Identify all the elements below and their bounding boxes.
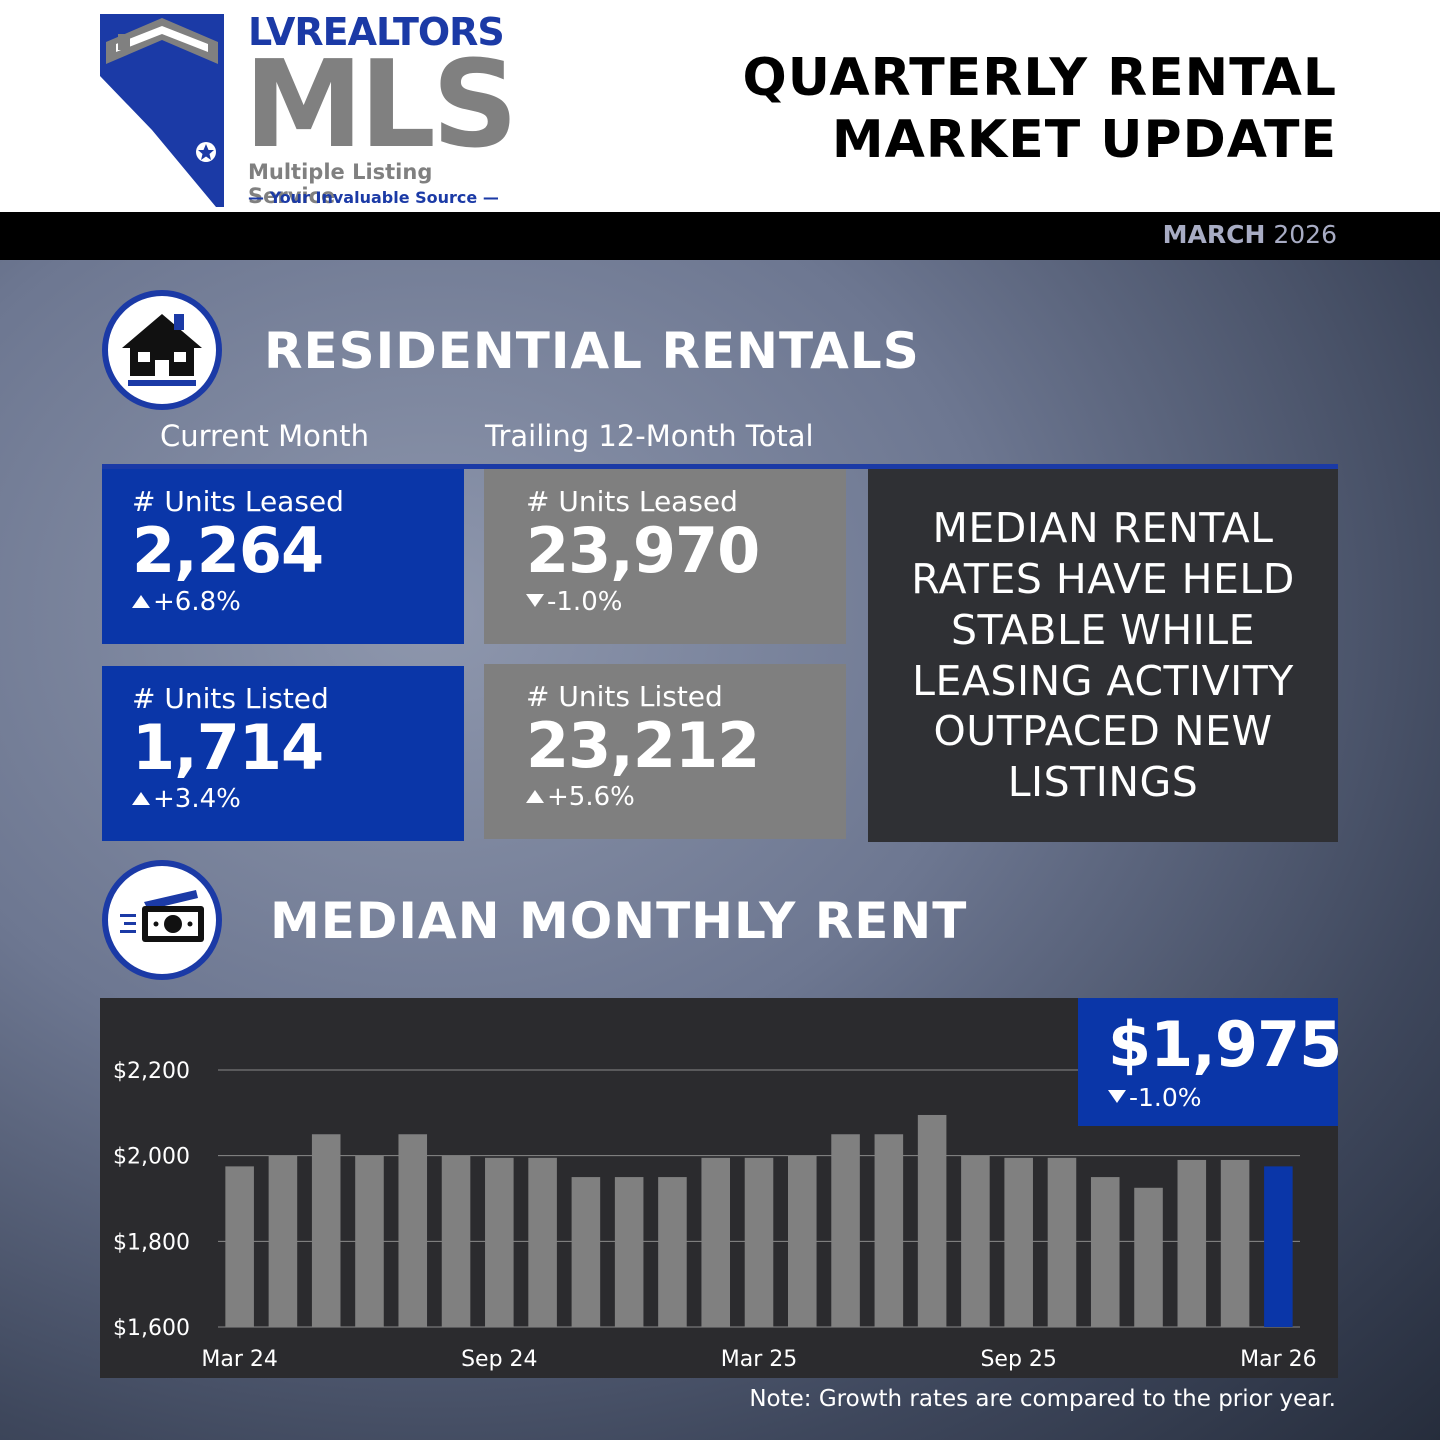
date-bar: MARCH 2026 — [0, 212, 1440, 260]
stat-change: -1.0% — [526, 587, 846, 617]
nevada-house-icon — [100, 14, 224, 207]
bar-jan-25 — [658, 1177, 687, 1327]
callout-box: MEDIAN RENTAL RATES HAVE HELD STABLE WHI… — [868, 469, 1338, 842]
stat-label: # Units Leased — [526, 485, 738, 518]
x-tick-label: Mar 26 — [1240, 1347, 1317, 1372]
median-monthly-rent-title: MEDIAN MONTHLY RENT — [270, 892, 968, 950]
stat-label: # Units Listed — [132, 682, 329, 715]
current-median-rent-change: -1.0% — [1108, 1083, 1338, 1112]
up-arrow-icon — [132, 595, 150, 609]
house-icon — [122, 314, 202, 386]
bar-jun-24 — [355, 1155, 384, 1327]
stat-change-value: +6.8% — [153, 587, 241, 618]
bar-jan-26 — [1177, 1159, 1207, 1327]
trailing-units-listed-card: # Units Listed 23,212 +5.6% — [484, 664, 846, 839]
down-arrow-icon — [526, 594, 544, 608]
bar-dec-24 — [614, 1177, 644, 1327]
stat-value: 2,264 — [132, 514, 324, 587]
page-title-line1: QUARTERLY RENTAL — [742, 48, 1337, 108]
bar-mar-24 — [225, 1166, 254, 1327]
callout-text: MEDIAN RENTAL RATES HAVE HELD STABLE WHI… — [911, 504, 1295, 807]
y-tick-label: $1,800 — [113, 1230, 190, 1255]
stat-value: 23,970 — [526, 514, 760, 587]
bar-mar-25 — [744, 1157, 774, 1327]
report-year: 2026 — [1273, 220, 1337, 249]
house-icon-badge — [102, 290, 222, 410]
footnote: Note: Growth rates are compared to the p… — [749, 1386, 1336, 1412]
bar-apr-24 — [268, 1155, 298, 1327]
x-tick-label: Mar 25 — [721, 1347, 798, 1372]
logo-tagline: — Your Invaluable Source — — [248, 188, 499, 207]
bar-nov-25 — [1090, 1177, 1120, 1327]
bar-oct-25 — [1047, 1157, 1077, 1327]
rent-bar-chart: $1,600 $1,800 $2,000 $2,200 Mar 24 Sep 24 Mar… — [113, 1059, 1317, 1372]
current-units-leased-card: # Units Leased 2,264 +6.8% — [102, 469, 464, 644]
cash-icon-badge — [102, 860, 222, 980]
y-tick-label: $2,000 — [113, 1145, 190, 1170]
bar-jun-25 — [874, 1134, 904, 1327]
x-tick-label: Sep 25 — [980, 1347, 1056, 1372]
bar-aug-25 — [961, 1155, 990, 1327]
cash-icon — [120, 890, 204, 942]
bar-may-25 — [831, 1134, 860, 1327]
trailing-12-month-label: Trailing 12-Month Total — [485, 419, 814, 453]
rent-change-value: -1.0% — [1129, 1083, 1202, 1113]
logo-subtitle: Multiple Listing Service — [248, 160, 433, 208]
current-units-listed-card: # Units Listed 1,714 +3.4% — [102, 666, 464, 841]
bar-jul-25 — [917, 1114, 947, 1327]
trailing-units-leased-card: # Units Leased 23,970 -1.0% — [484, 469, 846, 644]
bar-sep-25 — [1004, 1157, 1033, 1327]
report-date: MARCH 2026 — [1163, 220, 1337, 249]
bar-nov-24 — [571, 1177, 601, 1327]
x-tick-label: Mar 24 — [201, 1347, 278, 1372]
header: LVREALTORS MLS Multiple Listing Service … — [0, 0, 1440, 212]
stat-change: +6.8% — [132, 587, 464, 617]
stat-value: 1,714 — [132, 711, 324, 784]
stat-label: # Units Listed — [526, 680, 723, 713]
bar-feb-25 — [701, 1157, 731, 1327]
current-median-rent-value: $1,975 — [1108, 1008, 1342, 1081]
bar-dec-25 — [1134, 1187, 1163, 1327]
logo-brand: LVREALTORS — [248, 10, 505, 54]
stat-change: +3.4% — [132, 784, 464, 814]
bar-oct-24 — [528, 1157, 557, 1327]
bar-mar-26 — [1264, 1166, 1293, 1327]
stat-change-value: +5.6% — [547, 782, 635, 813]
stat-change: +5.6% — [526, 782, 846, 812]
stat-label: # Units Leased — [132, 485, 344, 518]
bar-aug-24 — [441, 1155, 471, 1327]
divider-line — [102, 464, 1338, 469]
current-median-rent-box: $1,975 -1.0% — [1078, 998, 1342, 1126]
bar-may-24 — [311, 1134, 341, 1327]
x-tick-label: Sep 24 — [461, 1347, 537, 1372]
stat-value: 23,212 — [526, 709, 760, 782]
bar-feb-26 — [1220, 1159, 1250, 1327]
bar-sep-24 — [485, 1157, 514, 1327]
down-arrow-icon — [1108, 1090, 1126, 1104]
residential-rentals-title: RESIDENTIAL RENTALS — [264, 322, 920, 380]
bar-jul-24 — [398, 1134, 428, 1327]
stat-change-value: +3.4% — [153, 784, 241, 815]
page-title-line2: MARKET UPDATE — [831, 110, 1337, 170]
up-arrow-icon — [132, 792, 150, 806]
report-month: MARCH — [1162, 220, 1266, 249]
up-arrow-icon — [526, 790, 544, 804]
y-tick-label: $2,200 — [113, 1059, 190, 1084]
current-month-label: Current Month — [160, 419, 370, 453]
bar-apr-25 — [787, 1155, 817, 1327]
stat-change-value: -1.0% — [547, 587, 623, 618]
logo: LVREALTORS MLS Multiple Listing Service … — [100, 10, 520, 208]
logo-mls: MLS — [244, 36, 518, 175]
y-tick-label: $1,600 — [113, 1316, 190, 1341]
